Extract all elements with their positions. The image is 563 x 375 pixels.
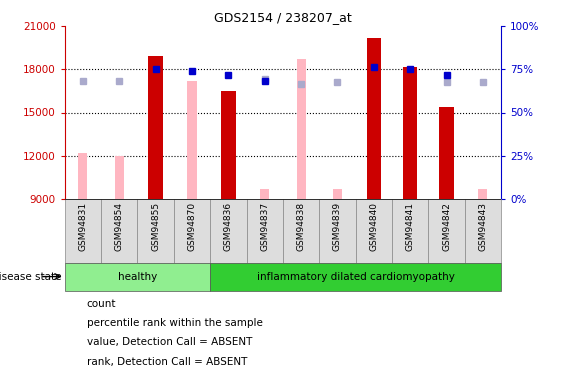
Text: GSM94843: GSM94843 xyxy=(479,202,488,251)
Bar xyxy=(297,59,306,199)
Text: GSM94838: GSM94838 xyxy=(297,202,306,251)
Text: GSM94831: GSM94831 xyxy=(78,202,87,251)
Bar xyxy=(464,199,501,262)
Bar xyxy=(101,199,137,262)
Text: GSM94870: GSM94870 xyxy=(187,202,196,251)
Bar xyxy=(187,81,196,199)
Bar xyxy=(403,66,417,199)
Bar xyxy=(247,199,283,262)
Bar xyxy=(210,199,247,262)
Text: rank, Detection Call = ABSENT: rank, Detection Call = ABSENT xyxy=(87,357,247,367)
Bar xyxy=(319,199,356,262)
Bar xyxy=(137,199,174,262)
Text: GSM94842: GSM94842 xyxy=(442,202,451,251)
Text: GSM94840: GSM94840 xyxy=(369,202,378,251)
Bar xyxy=(283,199,319,262)
Text: GSM94854: GSM94854 xyxy=(115,202,124,251)
Bar xyxy=(65,199,101,262)
Text: value, Detection Call = ABSENT: value, Detection Call = ABSENT xyxy=(87,338,252,347)
Title: GDS2154 / 238207_at: GDS2154 / 238207_at xyxy=(214,11,352,24)
Bar xyxy=(428,199,464,262)
Text: GSM94836: GSM94836 xyxy=(224,202,233,251)
Text: percentile rank within the sample: percentile rank within the sample xyxy=(87,318,262,328)
Bar xyxy=(356,199,392,262)
Bar xyxy=(479,189,488,199)
Bar xyxy=(210,262,501,291)
Bar xyxy=(115,156,124,199)
Text: GSM94855: GSM94855 xyxy=(151,202,160,251)
Text: GSM94837: GSM94837 xyxy=(260,202,269,251)
Bar xyxy=(260,189,269,199)
Text: count: count xyxy=(87,299,116,309)
Bar xyxy=(174,199,210,262)
Bar xyxy=(78,153,87,199)
Text: inflammatory dilated cardiomyopathy: inflammatory dilated cardiomyopathy xyxy=(257,272,454,282)
Bar xyxy=(439,107,454,199)
Text: healthy: healthy xyxy=(118,272,157,282)
Bar xyxy=(65,262,210,291)
Bar xyxy=(149,57,163,199)
Text: GSM94839: GSM94839 xyxy=(333,202,342,251)
Bar xyxy=(221,91,236,199)
Bar xyxy=(392,199,428,262)
Text: GSM94841: GSM94841 xyxy=(406,202,415,251)
Bar xyxy=(333,189,342,199)
Bar xyxy=(367,38,381,199)
Text: disease state: disease state xyxy=(0,272,62,282)
